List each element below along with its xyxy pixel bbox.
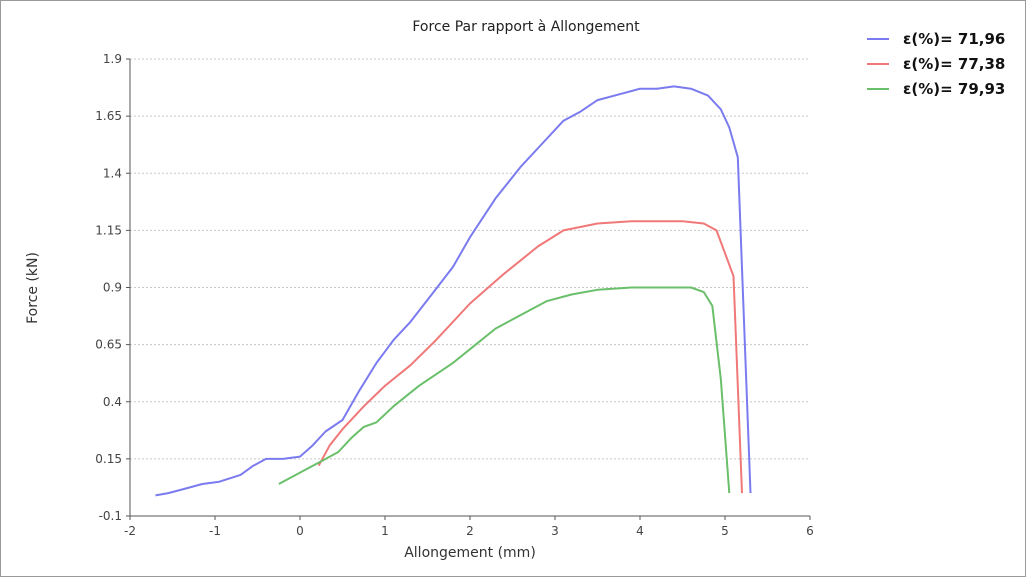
legend-label-1: ε(%)= 71,96 [903, 30, 1005, 48]
y-tick-label: 1.15 [95, 223, 122, 237]
x-tick-label: -1 [209, 524, 221, 538]
y-tick-label: 0.15 [95, 452, 122, 466]
series-line-3 [278, 286, 731, 494]
x-axis-label: Allongement (mm) [404, 545, 536, 561]
y-tick-label: 0.9 [103, 281, 122, 295]
x-tick-label: 5 [721, 524, 729, 538]
y-tick-label: -0.1 [99, 509, 122, 523]
y-axis-label: Force (kN) [25, 252, 41, 324]
x-tick-label: 3 [551, 524, 559, 538]
x-tick-label: 0 [296, 524, 304, 538]
series-line-2 [317, 220, 743, 494]
x-tick-label: 4 [636, 524, 644, 538]
x-tick-label: 2 [466, 524, 474, 538]
y-tick-label: 1.65 [95, 109, 122, 123]
x-tick-label: 1 [381, 524, 389, 538]
y-tick-label: 0.65 [95, 338, 122, 352]
x-tick-label: 6 [806, 524, 814, 538]
y-tick-label: 0.4 [103, 395, 122, 409]
legend-label-2: ε(%)= 77,38 [903, 55, 1005, 73]
series-line-1 [155, 85, 752, 497]
chart-title: Force Par rapport à Allongement [412, 19, 640, 35]
y-tick-label: 1.9 [103, 52, 122, 66]
x-tick-label: -2 [124, 524, 136, 538]
y-tick-label: 1.4 [103, 166, 122, 180]
legend-label-3: ε(%)= 79,93 [903, 80, 1005, 98]
